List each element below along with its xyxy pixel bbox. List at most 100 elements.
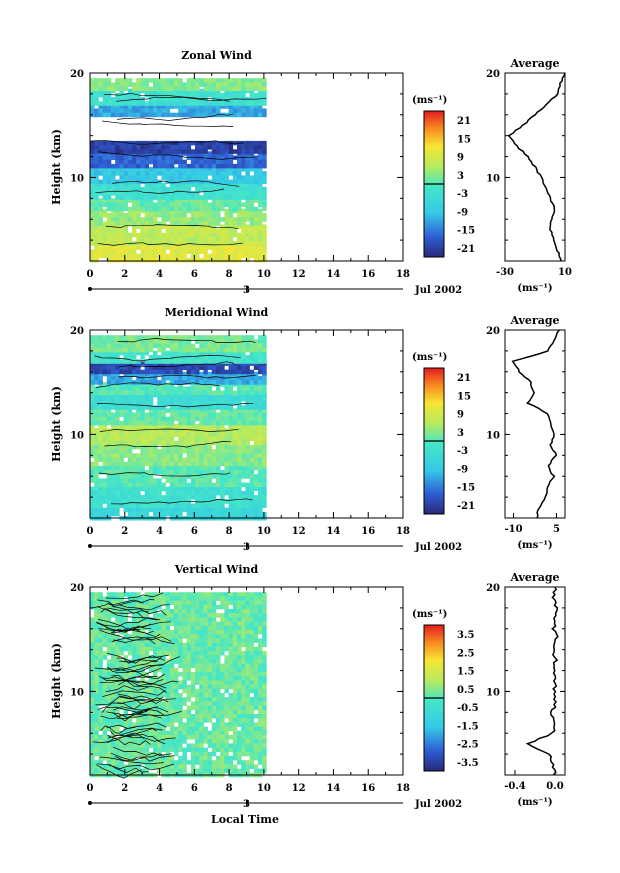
heatmap-cell xyxy=(148,112,154,118)
heatmap-cell xyxy=(161,237,166,242)
average-y-tick-label: 10 xyxy=(486,173,500,184)
heatmap-cell xyxy=(98,436,103,442)
heatmap-cell xyxy=(123,449,129,454)
heatmap-cell xyxy=(111,386,116,391)
heatmap-cell xyxy=(216,335,221,340)
heatmap-cell xyxy=(207,470,213,475)
heatmap-cell xyxy=(216,449,221,454)
heatmap-cell xyxy=(140,249,145,254)
heatmap-cell xyxy=(186,424,192,429)
heatmap-cell xyxy=(94,592,99,597)
heatmap-cell xyxy=(136,651,141,656)
heatmap-cell xyxy=(111,461,116,467)
heatmap-cell xyxy=(199,140,204,146)
heatmap-cell xyxy=(228,104,234,109)
heatmap-cell xyxy=(115,405,120,410)
heatmap-cell xyxy=(253,482,259,488)
heatmap-cell xyxy=(211,253,217,259)
heatmap-cell xyxy=(90,470,95,475)
heatmap-cell xyxy=(161,482,166,488)
heatmap-cell xyxy=(182,503,187,508)
heatmap-cell xyxy=(153,224,158,229)
heatmap-cell xyxy=(245,432,250,437)
heatmap-cell xyxy=(148,339,154,344)
colorbar-tick-label: 9 xyxy=(457,153,464,164)
heatmap-cell xyxy=(258,171,263,176)
heatmap-cell xyxy=(169,667,175,673)
heatmap-cell xyxy=(111,228,116,234)
heatmap-cell xyxy=(123,693,129,698)
heatmap-cell xyxy=(249,228,255,234)
heatmap-cell xyxy=(115,408,120,413)
heatmap-cell xyxy=(111,376,116,381)
heatmap-cell xyxy=(216,659,221,664)
heatmap-cell xyxy=(253,486,259,492)
heatmap-cell xyxy=(127,355,133,360)
heatmap-cell xyxy=(232,175,238,180)
heatmap-cell xyxy=(220,701,225,706)
heatmap-cell xyxy=(207,213,213,218)
heatmap-cell xyxy=(144,335,150,340)
heatmap-cell xyxy=(190,592,196,597)
heatmap-cell xyxy=(94,175,99,180)
heatmap-cell xyxy=(245,697,250,702)
heatmap-cell xyxy=(182,241,187,246)
heatmap-cell xyxy=(195,347,200,353)
heatmap-cell xyxy=(144,420,150,426)
heatmap-cell xyxy=(258,182,263,188)
heatmap-cell xyxy=(111,424,116,429)
heatmap-cell xyxy=(186,617,192,622)
heatmap-cell xyxy=(195,179,200,185)
heatmap-cell xyxy=(132,198,137,203)
heatmap-cell xyxy=(174,461,179,467)
heatmap-cell xyxy=(178,202,183,207)
heatmap-cell xyxy=(224,432,229,437)
heatmap-cell xyxy=(132,596,137,601)
heatmap-cell xyxy=(140,191,145,196)
heatmap-cell xyxy=(207,714,213,719)
heatmap-cell xyxy=(211,507,217,513)
heatmap-cell xyxy=(216,630,221,635)
heatmap-cell xyxy=(174,155,179,160)
heatmap-cell xyxy=(94,376,99,381)
heatmap-cell xyxy=(94,339,99,344)
heatmap-cell xyxy=(94,457,99,462)
heatmap-cell xyxy=(220,482,225,488)
heatmap-cell xyxy=(211,693,217,698)
heatmap-cell xyxy=(94,221,99,226)
heatmap-cell xyxy=(115,390,120,396)
heatmap-cell xyxy=(144,461,150,467)
heatmap-cell xyxy=(106,350,112,356)
heatmap-cell xyxy=(102,613,108,618)
heatmap-cell xyxy=(253,424,259,429)
heatmap-cell xyxy=(262,697,267,702)
heatmap-cell xyxy=(249,253,255,259)
heatmap-cell xyxy=(220,709,225,715)
heatmap-cell xyxy=(182,108,187,113)
heatmap-cell xyxy=(161,596,166,601)
heatmap-cell xyxy=(245,705,250,711)
heatmap-cell xyxy=(232,416,238,422)
heatmap-cell xyxy=(182,167,187,172)
heatmap-cell xyxy=(245,224,250,229)
heatmap-cell xyxy=(161,213,166,218)
heatmap-cell xyxy=(186,470,192,475)
heatmap-cell xyxy=(241,369,246,375)
heatmap-cell xyxy=(232,449,238,454)
heatmap-cell xyxy=(111,347,116,353)
heatmap-cell xyxy=(203,474,208,479)
heatmap-cell xyxy=(115,503,120,508)
heatmap-cell xyxy=(153,408,158,413)
heatmap-cell xyxy=(161,405,166,410)
heatmap-cell xyxy=(94,621,99,627)
heatmap-cell xyxy=(153,339,158,344)
heatmap-cell xyxy=(207,380,213,385)
heatmap-cell xyxy=(165,369,171,375)
heatmap-cell xyxy=(165,651,171,656)
heatmap-cell xyxy=(165,376,171,381)
heatmap-cell xyxy=(136,191,141,196)
heatmap-cell xyxy=(161,503,166,508)
heatmap-cell xyxy=(98,171,103,176)
heatmap-cell xyxy=(232,617,238,622)
heatmap-cell xyxy=(207,396,213,402)
